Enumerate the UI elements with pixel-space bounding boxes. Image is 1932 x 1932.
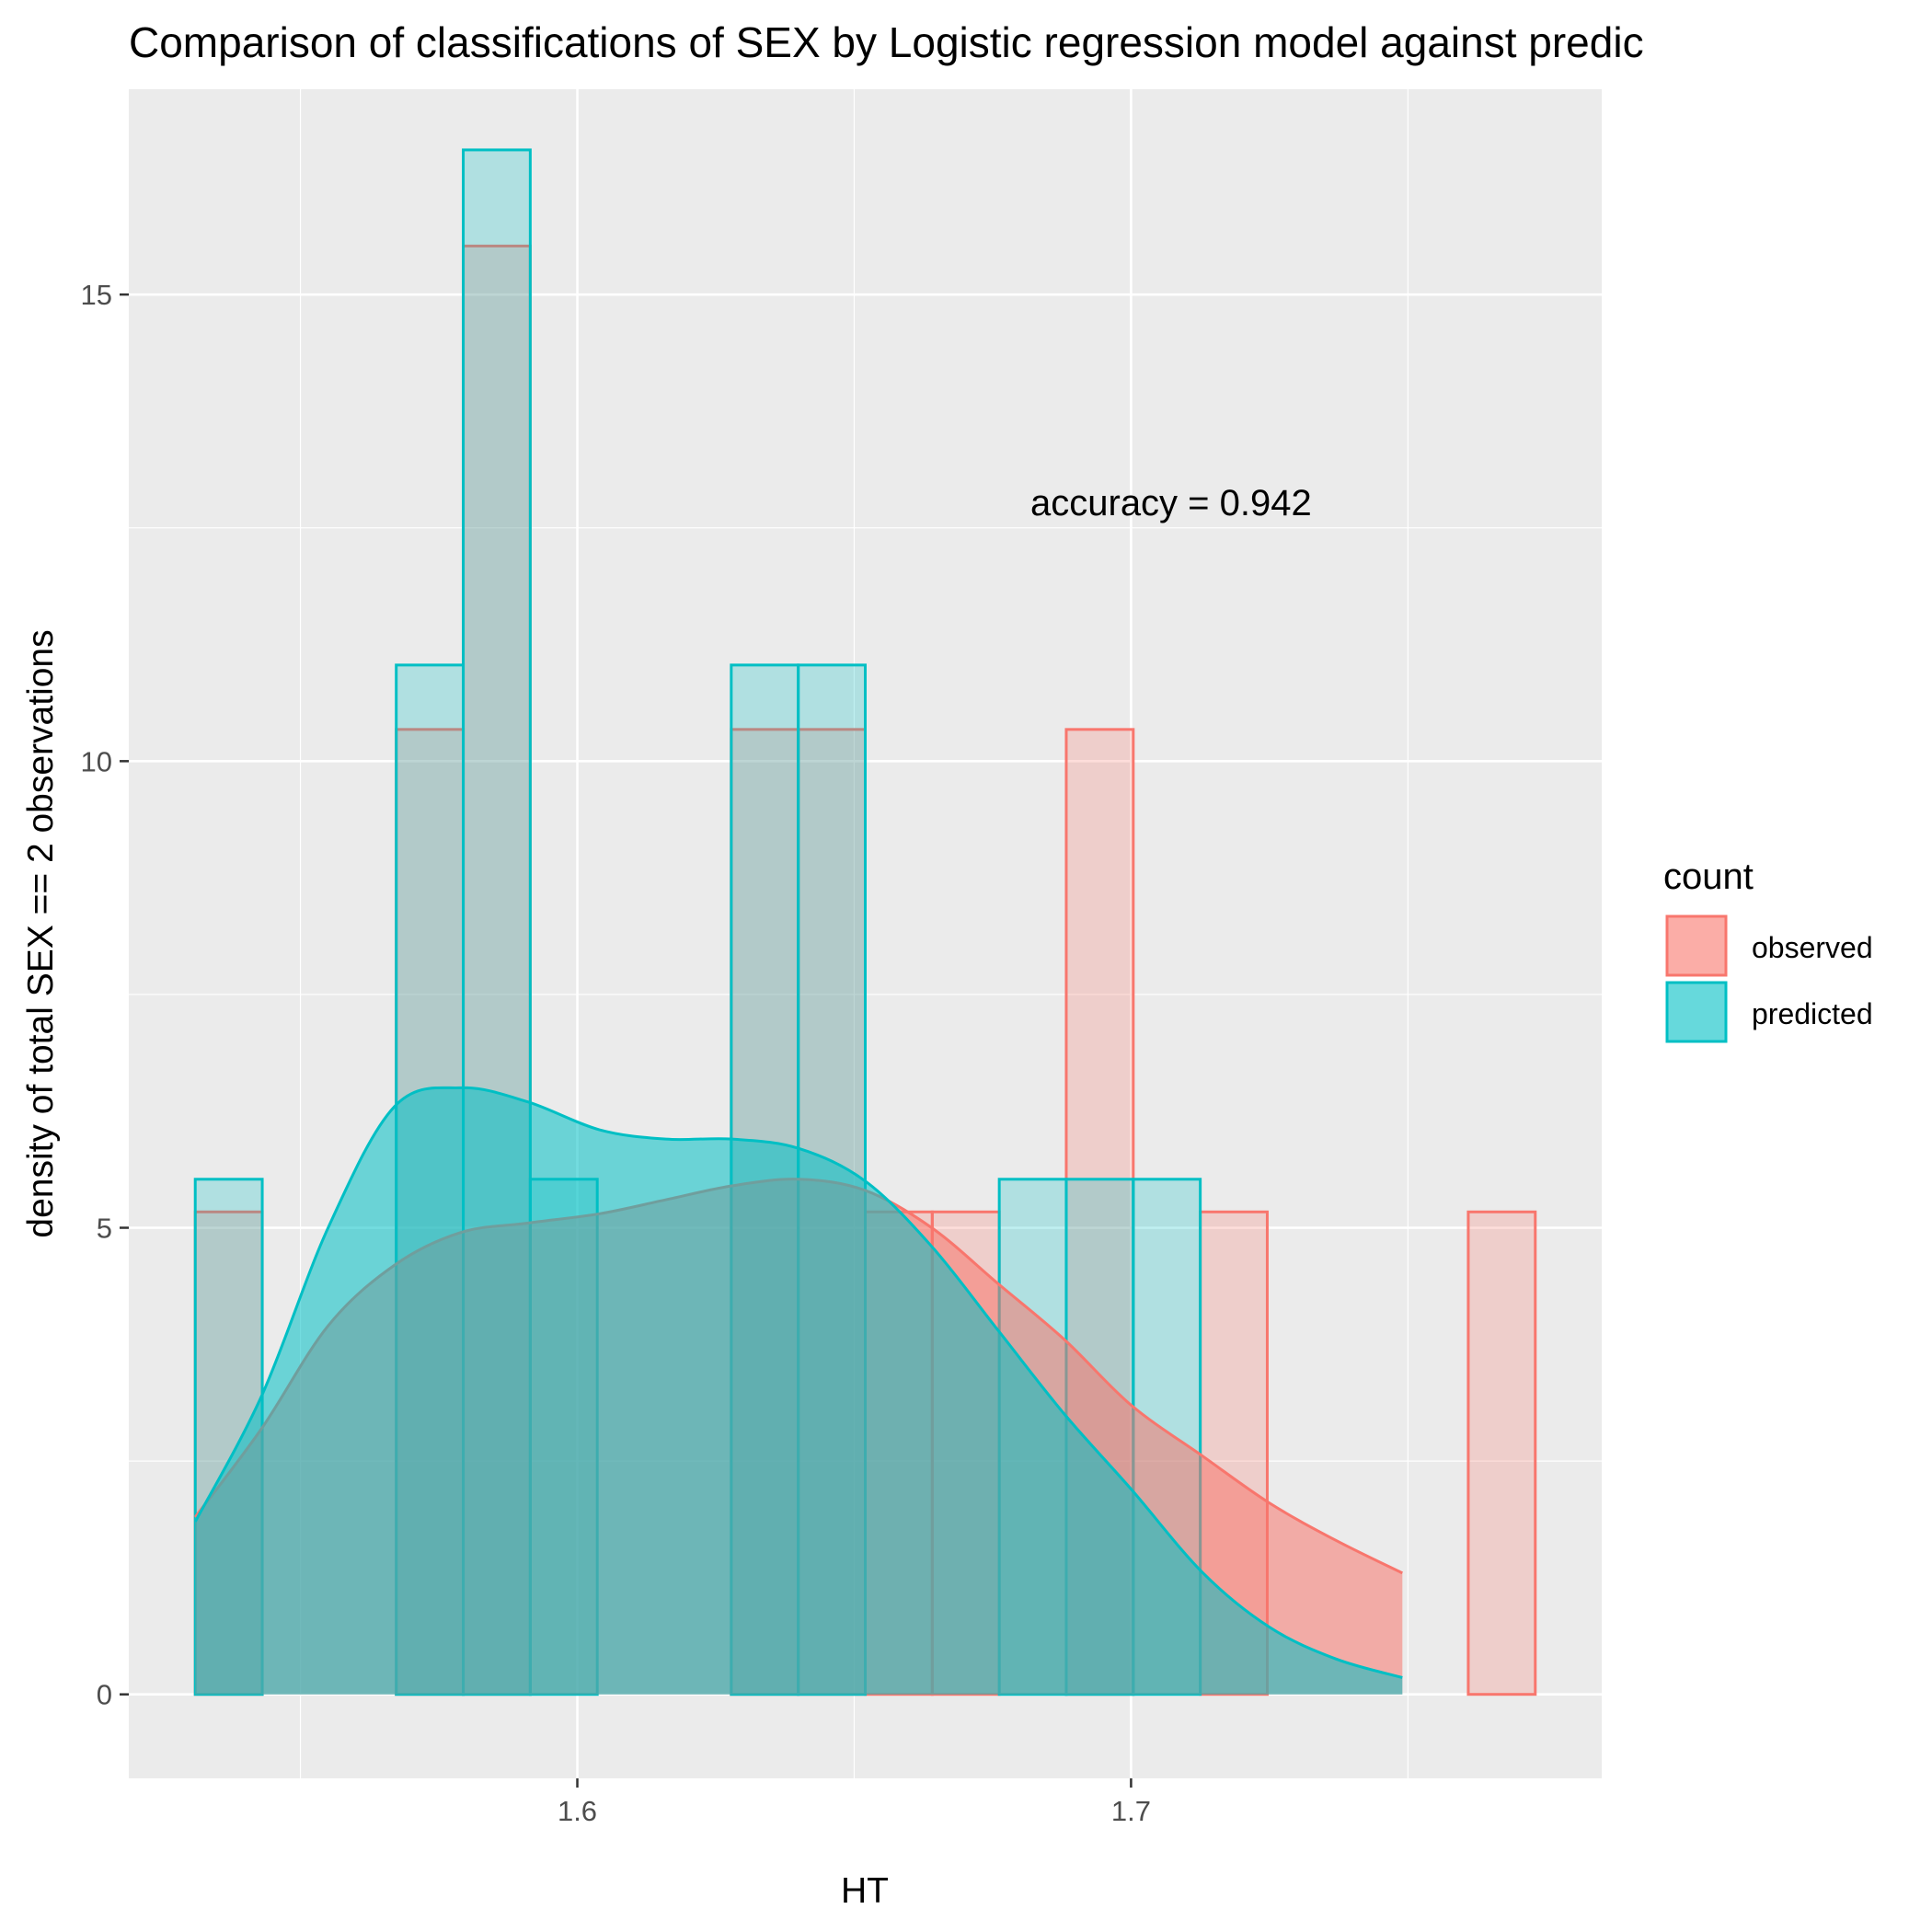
legend-label-predicted: predicted (1752, 997, 1873, 1030)
x-axis-label: HT (841, 1871, 889, 1911)
y-tick-label: 5 (97, 1213, 112, 1245)
predicted-density-line (193, 1086, 1403, 1679)
chart-title: Comparison of classifications of SEX by … (129, 18, 1644, 66)
legend-key-observed (1665, 914, 1728, 977)
axis-ticks: 0 5 10 15 1.6 1.7 (81, 279, 1151, 1827)
predicted-density-area (195, 1087, 1403, 1695)
observed-bar (1466, 1210, 1537, 1696)
y-tick-label: 10 (81, 745, 112, 777)
legend-label-observed: observed (1752, 931, 1873, 964)
accuracy-annotation: accuracy = 0.942 (1030, 483, 1312, 523)
x-tick-label: 1.7 (1111, 1795, 1151, 1827)
x-tick-label: 1.6 (558, 1795, 597, 1827)
legend: count observed predicted (1663, 857, 1873, 1043)
legend-title: count (1663, 857, 1754, 897)
y-axis-label: density of total SEX == 2 observations (21, 629, 61, 1237)
density-curves (193, 1086, 1403, 1695)
legend-key-predicted (1665, 981, 1728, 1043)
y-tick-label: 0 (97, 1679, 112, 1711)
y-tick-label: 15 (81, 279, 112, 311)
